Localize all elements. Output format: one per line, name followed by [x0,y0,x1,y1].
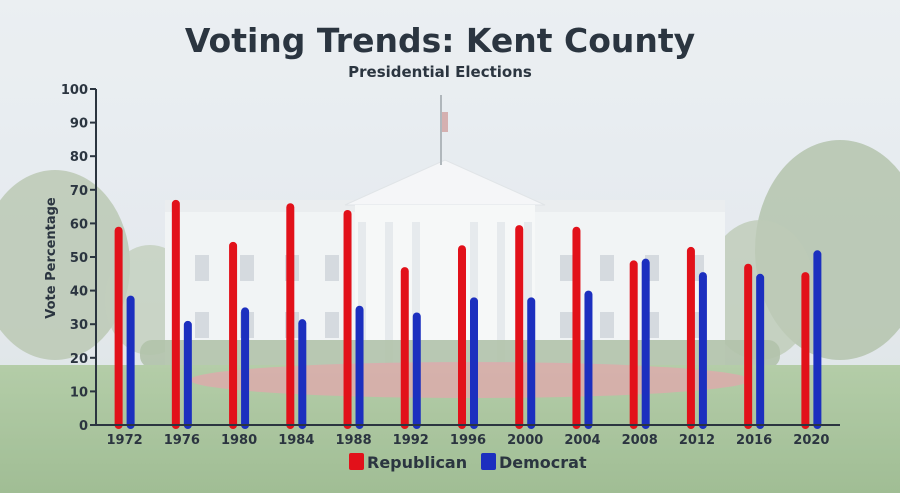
x-tick-label: 1992 [393,433,429,448]
legend-swatch-democrat [481,453,496,470]
legend-swatch-republican [349,453,364,470]
legend: Republican Democrat [349,453,587,472]
x-tick-label: 2004 [564,433,600,448]
legend-label-democrat: Democrat [499,453,587,472]
bar-democrat-1984 [298,319,307,429]
y-tick-label: 0 [79,419,88,434]
bar-democrat-2016 [756,273,765,429]
bar-democrat-1976 [183,320,192,429]
bar-republican-1992 [400,267,409,429]
bar-democrat-1996 [470,297,478,429]
x-tick-label: 2020 [793,433,829,448]
x-tick-label: 1988 [335,433,371,448]
bar-republican-2008 [629,260,638,429]
bar-republican-1980 [229,241,238,429]
y-axis-label: Vote Percentage [44,197,59,319]
x-tick-label: 2012 [679,433,715,448]
bar-republican-2012 [686,246,695,429]
bar-democrat-1980 [241,307,250,429]
y-tick-label: 100 [61,83,88,98]
y-tick-label: 10 [70,385,88,400]
x-tick-label: 1972 [107,433,143,448]
x-tick-label: 2000 [507,433,543,448]
bars-group [114,199,822,429]
x-axis: 1972 1976 1980 1984 1988 1992 1996 2000 2004 2008… [96,424,840,448]
bar-republican-2016 [744,263,753,429]
bar-democrat-2004 [584,290,593,429]
bar-democrat-2020 [813,250,822,429]
bar-democrat-2012 [698,272,707,429]
bar-republican-2004 [572,226,581,429]
bar-democrat-1992 [412,312,421,429]
legend-label-republican: Republican [367,453,467,472]
x-tick-label: 1996 [450,433,486,448]
y-tick-label: 50 [70,251,88,266]
x-tick-label: 1976 [164,433,200,448]
bar-democrat-1972 [126,295,135,429]
x-tick-label: 1980 [221,433,257,448]
bar-republican-2000 [515,225,524,429]
y-tick-label: 90 [70,117,88,132]
y-tick-label: 40 [70,285,88,300]
bar-republican-1988 [343,209,352,429]
bar-republican-1976 [171,199,180,429]
chart-title: Voting Trends: Kent County [185,21,695,60]
y-tick-label: 80 [70,150,88,165]
bar-republican-1984 [286,203,295,429]
bar-democrat-2000 [527,297,536,429]
bar-democrat-2008 [641,258,650,429]
y-tick-label: 30 [70,318,88,333]
bar-democrat-1988 [355,305,364,429]
y-axis: 0 10 20 30 40 50 60 70 80 90 100 [61,83,97,434]
x-tick-label: 2008 [622,433,658,448]
y-tick-label: 70 [70,184,88,199]
chart-subtitle: Presidential Elections [348,63,532,81]
y-tick-label: 60 [70,217,88,232]
y-tick-label: 20 [70,352,88,367]
bar-republican-1996 [458,245,466,429]
bar-republican-2020 [801,272,810,429]
x-tick-label: 1984 [278,433,314,448]
x-tick-label: 2016 [736,433,772,448]
bar-republican-1972 [114,226,123,429]
